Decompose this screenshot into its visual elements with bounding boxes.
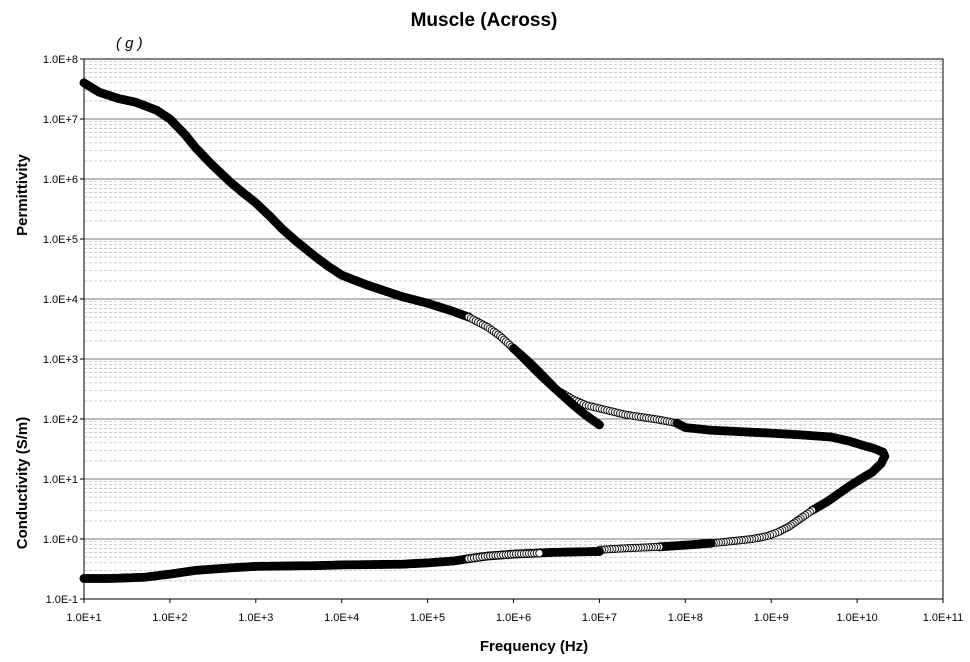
x-tick-label: 1.0E+3 bbox=[238, 612, 273, 624]
series-9 bbox=[464, 549, 544, 563]
x-axis-label: Frequency (Hz) bbox=[480, 638, 588, 655]
y-tick-label: 1.0E-1 bbox=[46, 594, 78, 606]
data-series bbox=[79, 78, 890, 583]
series-4 bbox=[672, 418, 890, 515]
x-axis-ticks: 1.0E+1 1.0E+2 1.0E+3 1.0E+4 1.0E+5 1.0E+6 1.0E… bbox=[66, 599, 963, 624]
x-tick-label: 1.0E+8 bbox=[668, 612, 703, 624]
x-tick-label: 1.0E+6 bbox=[496, 612, 531, 624]
series-7 bbox=[595, 542, 664, 554]
x-tick-label: 1.0E+1 bbox=[66, 612, 101, 624]
series-3 bbox=[508, 343, 604, 430]
y-tick-label: 1.0E+2 bbox=[43, 414, 78, 426]
series-1 bbox=[79, 78, 474, 322]
series-5 bbox=[707, 506, 817, 548]
x-tick-label: 1.0E+5 bbox=[410, 612, 445, 624]
y-tick-label: 1.0E+8 bbox=[43, 54, 78, 66]
data-point bbox=[535, 549, 544, 558]
x-tick-label: 1.0E+9 bbox=[754, 612, 789, 624]
x-tick-label: 1.0E+4 bbox=[324, 612, 359, 624]
plot-area bbox=[83, 58, 944, 600]
x-tick-label: 1.0E+11 bbox=[923, 612, 963, 624]
panel-label: ( g ) bbox=[116, 35, 143, 52]
x-tick-label: 1.0E+2 bbox=[152, 612, 187, 624]
series-6 bbox=[654, 538, 716, 552]
y-tick-label: 1.0E+3 bbox=[43, 354, 78, 366]
y-tick-label: 1.0E+4 bbox=[43, 294, 78, 306]
x-tick-label: 1.0E+7 bbox=[582, 612, 617, 624]
y-tick-label: 1.0E+6 bbox=[43, 174, 78, 186]
y-tick-label: 1.0E+7 bbox=[43, 114, 78, 126]
y-axis-label-conductivity: Conductivity (S/m) bbox=[14, 417, 31, 550]
data-point bbox=[594, 546, 604, 556]
y-axis-label-permittivity: Permittivity bbox=[14, 153, 31, 235]
y-axis-ticks: 1.0E-1 1.0E+0 1.0E+1 1.0E+2 1.0E+3 1.0E+4 1.0E… bbox=[43, 54, 84, 606]
grid bbox=[84, 61, 943, 600]
x-tick-label: 1.0E+10 bbox=[836, 612, 877, 624]
data-point bbox=[594, 420, 604, 430]
chart-title: Muscle (Across) bbox=[411, 10, 558, 31]
y-tick-label: 1.0E+5 bbox=[43, 234, 78, 246]
y-tick-label: 1.0E+1 bbox=[43, 474, 78, 486]
y-tick-label: 1.0E+0 bbox=[43, 534, 78, 546]
